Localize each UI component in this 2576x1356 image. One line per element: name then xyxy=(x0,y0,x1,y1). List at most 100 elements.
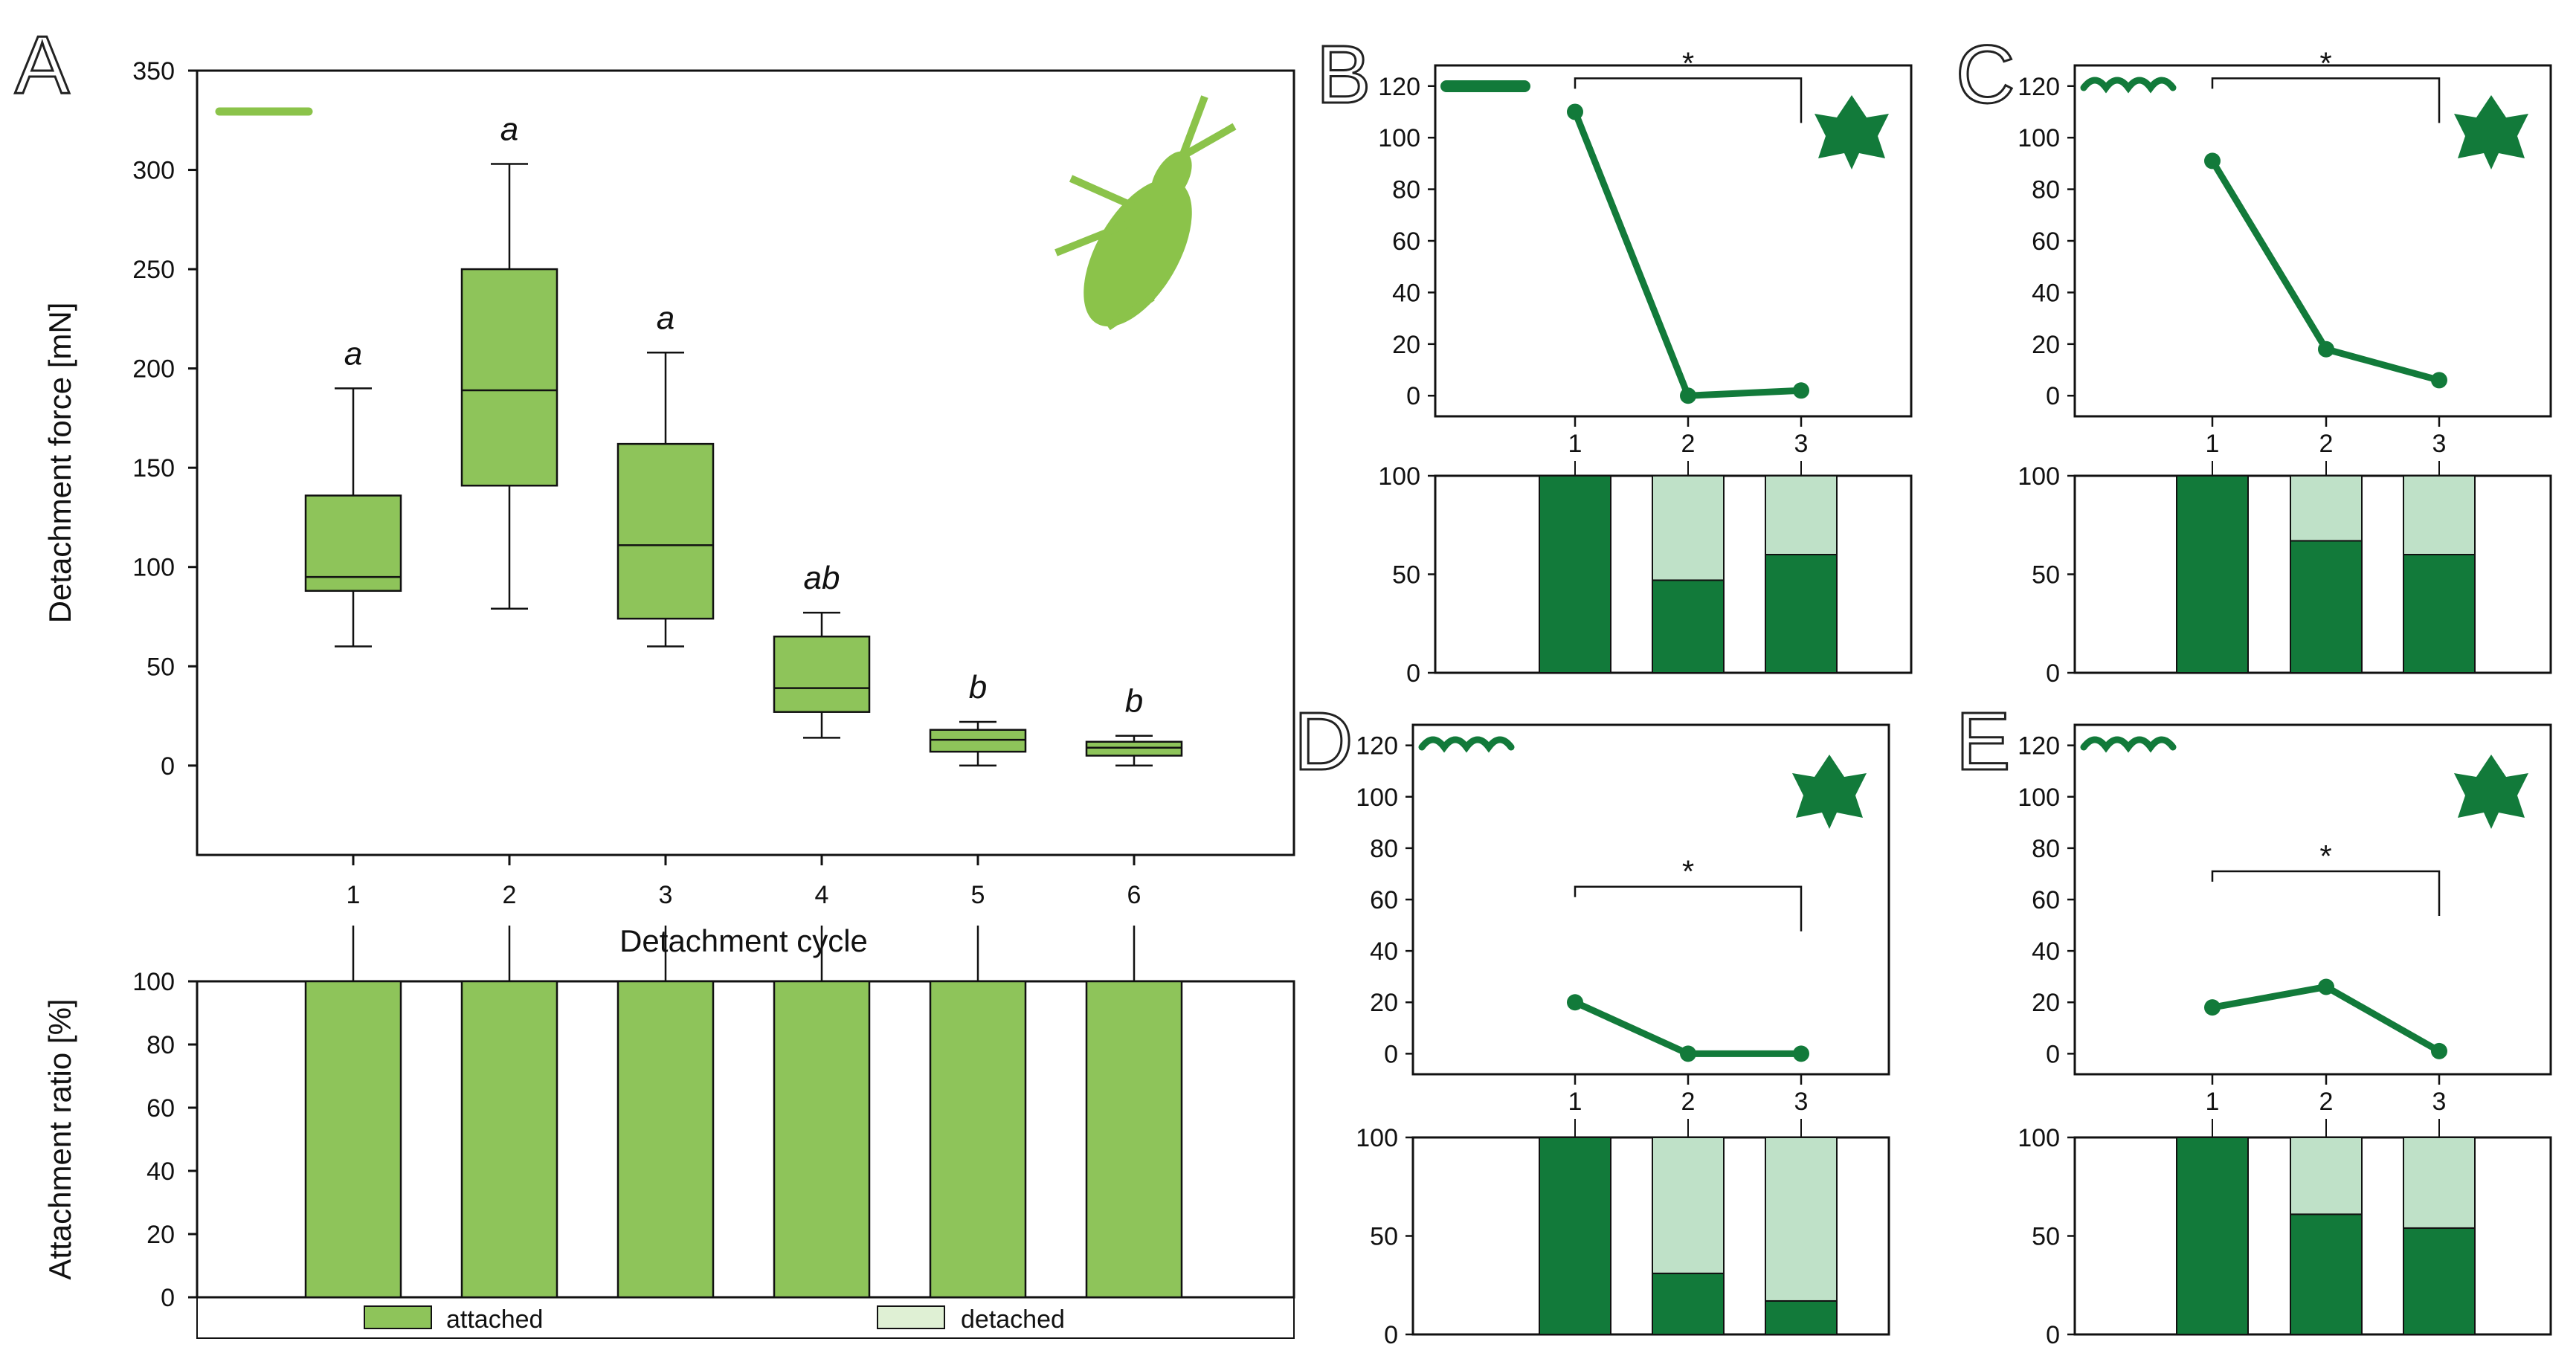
x-tick-label: 3 xyxy=(659,881,673,909)
attached-bar xyxy=(929,980,1027,1299)
attached-bar xyxy=(2176,475,2249,674)
significance-star: * xyxy=(1682,854,1694,889)
x-tick-label: 3 xyxy=(2432,1088,2447,1116)
data-point xyxy=(1680,387,1696,404)
detached-bar xyxy=(2290,1137,2363,1215)
attached-bar xyxy=(304,980,402,1299)
y-tick-label: 100 xyxy=(2018,1124,2060,1152)
panel-letter-a: A xyxy=(15,19,70,111)
attached-bar xyxy=(1765,554,1838,674)
panel-letter-b: B xyxy=(1316,29,1371,120)
y-tick-label: 0 xyxy=(161,1284,175,1312)
y-tick-label: 50 xyxy=(146,653,175,681)
y-tick-label: 300 xyxy=(132,157,175,185)
y-tick-label: 0 xyxy=(161,752,175,781)
y-tick-label: 100 xyxy=(1356,784,1398,812)
y-tick-label: 100 xyxy=(2018,124,2060,152)
detached-bar xyxy=(2403,1137,2476,1229)
data-point xyxy=(1680,1045,1696,1062)
x-tick-label: 2 xyxy=(2319,430,2334,458)
y-tick-label: 100 xyxy=(2018,784,2060,812)
y-tick-label: 50 xyxy=(1392,561,1420,590)
y-tick-label: 50 xyxy=(1370,1223,1398,1251)
y-tick-label: 0 xyxy=(2046,382,2060,410)
box xyxy=(460,268,558,487)
panel-letter-e: E xyxy=(1956,696,2010,787)
y-tick-label: 40 xyxy=(2032,279,2060,307)
x-tick-label: 3 xyxy=(1794,430,1809,458)
box xyxy=(1085,740,1183,757)
attached-bar xyxy=(1652,1272,1725,1335)
y-tick-label: 50 xyxy=(2032,1223,2060,1251)
significance-letter: b xyxy=(969,669,987,706)
insect-legs xyxy=(1054,95,1237,331)
box xyxy=(616,442,715,620)
significance-letter: a xyxy=(500,112,518,148)
insect-body xyxy=(1083,178,1192,327)
ivy-leaf-icon xyxy=(1815,95,1889,170)
significance-star: * xyxy=(2319,45,2331,80)
y-axis-label: Detachment force [mN] xyxy=(42,303,77,624)
detached-bar xyxy=(1652,475,1725,581)
attached-bar xyxy=(1652,579,1725,674)
y-tick-label: 250 xyxy=(132,256,175,284)
y-tick-label: 100 xyxy=(1356,1124,1398,1152)
y-tick-label: 20 xyxy=(1392,331,1420,359)
x-tick-label: 1 xyxy=(1568,1088,1582,1116)
significance-letter: b xyxy=(1125,683,1143,720)
y-tick-label: 80 xyxy=(146,1031,175,1059)
x-tick-label: 6 xyxy=(1127,881,1142,909)
y-tick-label: 80 xyxy=(1370,835,1398,863)
attached-bar xyxy=(460,980,558,1299)
y-tick-label: 100 xyxy=(2018,462,2060,491)
box xyxy=(929,729,1027,753)
y-tick-label: 60 xyxy=(2032,886,2060,914)
x-tick-label: 3 xyxy=(2432,430,2447,458)
y-tick-label: 20 xyxy=(2032,331,2060,359)
y-tick-label: 0 xyxy=(2046,1040,2060,1068)
significance-bracket xyxy=(2211,77,2441,123)
y-tick-label: 0 xyxy=(2046,1321,2060,1349)
attached-bar xyxy=(616,980,715,1299)
y-tick-label: 0 xyxy=(1384,1321,1398,1349)
data-point xyxy=(2204,152,2221,170)
significance-letter: ab xyxy=(804,560,840,596)
attached-bar xyxy=(2290,540,2363,674)
legend-swatch-detached xyxy=(877,1305,945,1329)
substrate-symbol xyxy=(1418,736,1515,753)
x-tick-label: 5 xyxy=(971,881,985,909)
x-tick-label: 4 xyxy=(815,881,829,909)
y-tick-label: 20 xyxy=(2032,989,2060,1017)
data-point xyxy=(1793,382,1809,399)
y-tick-label: 60 xyxy=(1392,227,1420,256)
data-point xyxy=(1567,994,1583,1011)
y-tick-label: 350 xyxy=(132,57,175,85)
detached-bar xyxy=(2403,475,2476,555)
x-tick-label: 1 xyxy=(2206,430,2220,458)
attached-bar xyxy=(2403,554,2476,674)
y-tick-label: 60 xyxy=(146,1094,175,1123)
data-point xyxy=(2431,372,2447,389)
y-tick-label: 40 xyxy=(1392,279,1420,307)
legend-label-detached: detached xyxy=(961,1305,1065,1334)
y-tick-label: 20 xyxy=(1370,989,1398,1017)
data-point xyxy=(2204,999,2221,1016)
y-tick-label: 20 xyxy=(146,1221,175,1249)
data-line xyxy=(1571,110,1802,399)
x-tick-label: 1 xyxy=(1568,430,1582,458)
attached-bar xyxy=(1539,1137,1611,1335)
attached-bar xyxy=(2176,1137,2249,1335)
y-tick-label: 120 xyxy=(1378,73,1420,101)
significance-letter: a xyxy=(344,335,362,372)
y-tick-label: 60 xyxy=(2032,227,2060,256)
data-point xyxy=(2318,978,2334,995)
detached-bar xyxy=(1765,475,1838,555)
x-tick-label: 1 xyxy=(347,881,361,909)
data-point xyxy=(1793,1045,1809,1062)
data-point xyxy=(1567,103,1583,120)
y-tick-label: 100 xyxy=(132,968,175,996)
box xyxy=(304,494,402,593)
significance-letter: a xyxy=(657,300,674,336)
x-tick-label: 2 xyxy=(1681,1088,1696,1116)
